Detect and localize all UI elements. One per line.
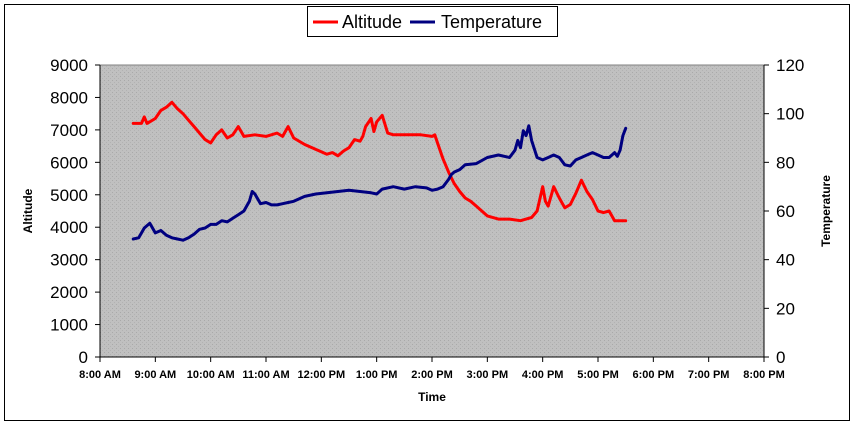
left-tick-label: 2000	[50, 283, 88, 302]
legend-label-temperature: Temperature	[441, 12, 542, 32]
right-axis-title: Temperature	[819, 175, 833, 247]
left-axis-ticks: 0 1000 2000 3000 4000 5000 6000 7000 8000 9000	[50, 56, 100, 367]
left-tick-label: 6000	[50, 153, 88, 172]
series-line-temperature	[131, 124, 628, 242]
series-lines	[131, 100, 628, 242]
left-tick-label: 5000	[50, 186, 88, 205]
x-tick-label: 4:00 PM	[522, 369, 564, 381]
x-tick-label: 6:00 PM	[633, 369, 675, 381]
right-axis-ticks: 0 20 40 60 80 100 120	[764, 56, 804, 367]
left-tick-label: 8000	[50, 88, 88, 107]
right-tick-label: 0	[776, 348, 785, 367]
x-tick-label: 1:00 PM	[356, 369, 398, 381]
x-tick-label: 8:00 AM	[79, 369, 121, 381]
left-tick-label: 3000	[50, 251, 88, 270]
left-tick-label: 9000	[50, 56, 88, 75]
x-tick-label: 9:00 AM	[134, 369, 176, 381]
right-tick-label: 60	[776, 202, 795, 221]
x-tick-label: 5:00 PM	[577, 369, 619, 381]
left-axis-title: Altitude	[21, 188, 35, 233]
x-tick-label: 8:00 PM	[743, 369, 785, 381]
right-tick-label: 40	[776, 251, 795, 270]
x-tick-label: 12:00 PM	[297, 369, 345, 381]
right-tick-label: 20	[776, 299, 795, 318]
left-tick-label: 1000	[50, 316, 88, 335]
series-line-altitude	[131, 100, 628, 223]
x-tick-label: 11:00 AM	[242, 369, 289, 381]
right-tick-label: 100	[776, 105, 804, 124]
x-tick-label: 3:00 PM	[467, 369, 509, 381]
plot-area	[99, 64, 765, 358]
right-tick-label: 80	[776, 153, 795, 172]
x-axis-title: Time	[418, 390, 446, 404]
legend-label-altitude: Altitude	[342, 12, 402, 32]
x-tick-label: 10:00 AM	[187, 369, 235, 381]
x-tick-label: 2:00 PM	[411, 369, 453, 381]
x-axis-ticks: 8:00 AM 9:00 AM 10:00 AM 11:00 AM 12:00 PM 1:…	[79, 357, 785, 381]
left-tick-label: 0	[79, 348, 88, 367]
right-tick-label: 120	[776, 56, 804, 75]
x-tick-label: 7:00 PM	[688, 369, 730, 381]
left-tick-label: 4000	[50, 218, 88, 237]
left-tick-label: 7000	[50, 121, 88, 140]
legend: Altitude Temperature	[307, 6, 558, 37]
